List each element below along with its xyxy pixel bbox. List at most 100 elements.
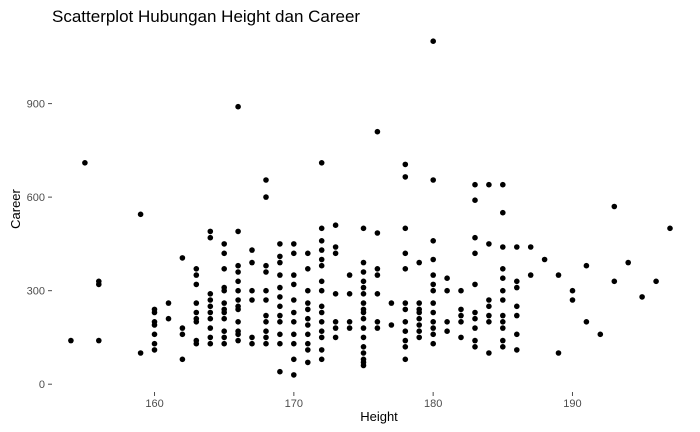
x-tick-label: 170 xyxy=(285,398,303,410)
data-point xyxy=(360,278,367,285)
data-point xyxy=(360,315,367,322)
y-axis-label: Career xyxy=(8,188,23,228)
data-point xyxy=(416,309,423,316)
data-point xyxy=(291,319,297,325)
x-axis-label: Height xyxy=(360,409,398,424)
data-point xyxy=(500,181,506,188)
data-point xyxy=(151,322,158,328)
data-point xyxy=(291,331,297,338)
data-point xyxy=(555,350,562,356)
data-point xyxy=(291,372,297,378)
data-point xyxy=(472,234,478,241)
data-point xyxy=(430,300,437,306)
data-point xyxy=(277,294,283,300)
data-point xyxy=(583,319,590,325)
data-point xyxy=(277,319,283,325)
data-point xyxy=(137,211,144,218)
data-point xyxy=(277,331,283,338)
data-point xyxy=(500,209,506,216)
data-point xyxy=(305,347,311,353)
data-point xyxy=(430,238,437,244)
data-point xyxy=(430,325,437,331)
data-point xyxy=(472,315,478,322)
data-point xyxy=(458,319,464,325)
data-point xyxy=(193,309,200,316)
data-point xyxy=(193,340,200,347)
data-point xyxy=(305,340,311,347)
data-point xyxy=(583,262,590,269)
data-point xyxy=(500,312,506,319)
data-point xyxy=(402,300,409,306)
data-point xyxy=(193,281,200,288)
data-point xyxy=(667,225,673,232)
data-point xyxy=(527,272,534,278)
data-point xyxy=(207,234,214,241)
data-point xyxy=(402,306,409,313)
data-point xyxy=(263,334,269,341)
data-point xyxy=(486,241,492,247)
data-point xyxy=(221,340,227,347)
data-point xyxy=(207,325,214,331)
data-point xyxy=(305,266,311,272)
data-point xyxy=(221,309,227,316)
data-point xyxy=(263,297,269,303)
data-point xyxy=(500,287,506,294)
data-point xyxy=(305,359,311,366)
data-point xyxy=(96,281,102,288)
data-point xyxy=(277,272,283,278)
data-point xyxy=(332,250,339,257)
data-point xyxy=(249,259,255,266)
data-point xyxy=(611,203,618,210)
data-point xyxy=(430,340,437,347)
data-point xyxy=(416,300,423,306)
data-point xyxy=(514,347,520,353)
data-point xyxy=(277,241,283,247)
data-point xyxy=(221,334,227,341)
data-point xyxy=(332,319,339,325)
data-point xyxy=(346,325,353,331)
data-point xyxy=(541,256,548,263)
data-point xyxy=(249,247,255,253)
data-point xyxy=(611,278,618,285)
data-point xyxy=(514,331,520,338)
data-point xyxy=(263,340,269,347)
data-point xyxy=(193,300,200,306)
data-point xyxy=(458,334,464,341)
data-point xyxy=(235,287,241,294)
data-point xyxy=(486,350,492,356)
data-point xyxy=(207,228,214,235)
data-point xyxy=(263,194,269,200)
data-point xyxy=(402,174,409,180)
data-point xyxy=(653,278,659,285)
data-point xyxy=(402,266,409,272)
data-point xyxy=(430,272,437,278)
data-point xyxy=(388,300,395,306)
data-point xyxy=(402,344,409,350)
data-point xyxy=(486,303,492,310)
data-point xyxy=(402,356,409,363)
data-point xyxy=(402,337,409,344)
data-point xyxy=(486,181,492,188)
y-tick-label: 0 xyxy=(39,379,45,391)
data-point xyxy=(305,306,311,313)
data-point xyxy=(277,259,283,266)
data-point xyxy=(318,309,325,316)
data-point xyxy=(500,344,506,350)
data-point xyxy=(332,325,339,331)
data-point xyxy=(305,322,311,328)
data-point xyxy=(416,328,423,335)
data-point xyxy=(305,331,311,338)
data-point xyxy=(221,266,227,272)
data-point xyxy=(402,161,409,168)
data-point xyxy=(486,312,492,319)
data-point xyxy=(332,222,339,228)
data-point xyxy=(207,340,214,347)
data-point xyxy=(416,334,423,341)
data-point xyxy=(291,250,297,257)
data-point xyxy=(332,291,339,297)
data-point xyxy=(318,328,325,335)
chart-title: Scatterplot Hubungan Height dan Career xyxy=(52,7,360,26)
data-point xyxy=(263,312,269,319)
data-point xyxy=(221,315,227,322)
